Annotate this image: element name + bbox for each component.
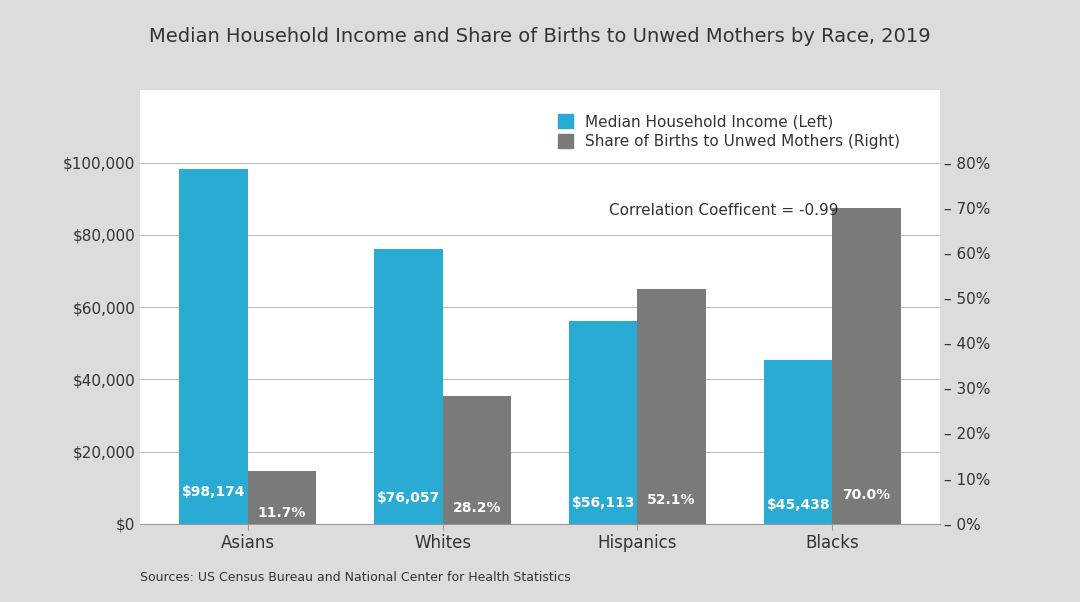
Bar	[765, 359, 833, 524]
Bar	[179, 169, 247, 524]
Legend: Median Household Income (Left), Share of Births to Unwed Mothers (Right): Median Household Income (Left), Share of…	[550, 107, 908, 157]
Bar	[375, 249, 443, 524]
Bar	[569, 321, 637, 524]
Bar	[833, 208, 901, 524]
Text: Median Household Income and Share of Births to Unwed Mothers by Race, 2019: Median Household Income and Share of Bir…	[149, 27, 931, 46]
Text: $45,438: $45,438	[767, 498, 831, 512]
Text: Sources: US Census Bureau and National Center for Health Statistics: Sources: US Census Bureau and National C…	[140, 571, 571, 584]
Bar	[637, 288, 705, 524]
Text: $56,113: $56,113	[571, 495, 635, 509]
Text: 52.1%: 52.1%	[647, 493, 696, 507]
Bar	[443, 396, 511, 524]
Text: 28.2%: 28.2%	[453, 501, 501, 515]
Bar	[247, 471, 315, 524]
Text: 70.0%: 70.0%	[842, 488, 891, 501]
Text: $76,057: $76,057	[377, 491, 440, 504]
Text: $98,174: $98,174	[181, 485, 245, 499]
Text: 11.7%: 11.7%	[257, 506, 306, 520]
Text: Correlation Coefficent = -0.99: Correlation Coefficent = -0.99	[609, 203, 838, 218]
